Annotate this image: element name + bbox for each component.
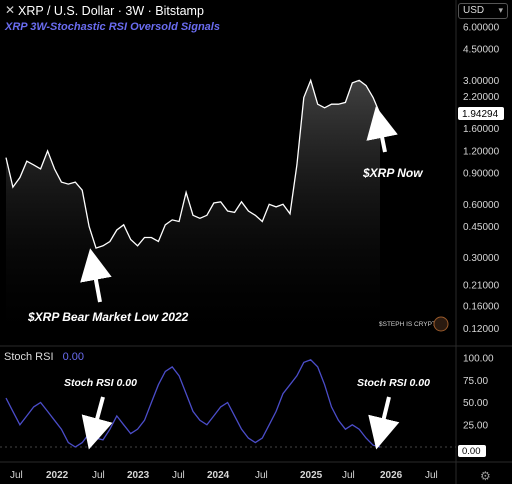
time-tick-label: 2026: [380, 470, 403, 481]
now-annotation: $XRP Now: [362, 166, 423, 180]
stoch-rsi-tick-label: 100.00: [463, 354, 494, 365]
stoch-left-arrow: [81, 396, 113, 450]
price-tick-label: 6.00000: [463, 22, 500, 33]
watermark-logo: [433, 316, 449, 332]
time-tick-label: 2025: [300, 470, 323, 481]
chart-subtitle: XRP 3W-Stochastic RSI Oversold Signals: [5, 21, 220, 33]
price-tick-label: 0.60000: [463, 200, 500, 211]
time-tick-label: Jul: [425, 470, 438, 481]
price-tick-label: 0.21000: [463, 281, 500, 292]
stoch-rsi-tick-label: 25.00: [463, 420, 488, 431]
price-tick-label: 0.30000: [463, 253, 500, 264]
time-tick-label: 2023: [127, 470, 150, 481]
stoch-rsi-legend-label: Stoch RSI: [4, 351, 54, 363]
now-arrow: [366, 106, 398, 153]
time-tick-label: 2024: [207, 470, 230, 481]
watermark-text: $STEPH IS CRYPTO: [379, 321, 441, 328]
time-tick-label: Jul: [172, 470, 185, 481]
symbol-title: XRP / U.S. Dollar · 3W · Bitstamp: [18, 4, 204, 18]
price-tick-label: 1.20000: [463, 146, 500, 157]
stoch-left-annotation: Stoch RSI 0.00: [64, 377, 137, 389]
time-tick-label: Jul: [92, 470, 105, 481]
currency-select[interactable]: USD ▾: [458, 3, 508, 19]
price-tick-label: 0.12000: [463, 324, 500, 335]
chevron-down-icon: ▾: [498, 5, 503, 15]
stoch-rsi-axis: 100.00 75.00 50.00 25.00: [463, 354, 494, 432]
current-price-badge: [458, 107, 504, 120]
stoch-rsi-tick-label: 50.00: [463, 398, 488, 409]
stoch-right-annotation: Stoch RSI 0.00: [357, 377, 430, 389]
price-tick-label: 0.16000: [463, 302, 500, 313]
current-price-label: 1.94294: [462, 109, 499, 120]
time-tick-label: Jul: [255, 470, 268, 481]
currency-label: USD: [463, 5, 485, 16]
time-tick-label: Jul: [342, 470, 355, 481]
stoch-rsi-tick-label: 75.00: [463, 376, 488, 387]
time-tick-label: 2022: [46, 470, 69, 481]
price-tick-label: 1.60000: [463, 124, 500, 135]
stoch-rsi-legend-value: 0.00: [62, 351, 85, 363]
price-line: [5, 78, 381, 249]
current-rsi-label: 0.00: [462, 446, 481, 457]
stoch-rsi-line: [5, 359, 381, 448]
bear-low-annotation: $XRP Bear Market Low 2022: [27, 310, 189, 324]
time-axis: Jul 2022 Jul 2023 Jul 2024 Jul 2025 Jul 2026 Jul: [10, 470, 438, 481]
stoch-right-arrow: [368, 396, 400, 450]
close-icon[interactable]: ✕: [5, 3, 16, 17]
price-axis: 6.00000 4.50000 3.00000 2.20000 1.60000 1.200…: [463, 22, 500, 334]
price-tick-label: 2.20000: [463, 92, 500, 103]
price-tick-label: 0.90000: [463, 169, 500, 180]
price-tick-label: 4.50000: [463, 45, 500, 56]
time-tick-label: Jul: [10, 470, 23, 481]
stoch-rsi-legend[interactable]: Stoch RSI 0.00: [4, 351, 84, 363]
gear-icon[interactable]: ⚙: [480, 469, 491, 483]
current-rsi-badge: [458, 445, 486, 457]
price-tick-label: 3.00000: [463, 76, 500, 87]
price-tick-label: 0.45000: [463, 222, 500, 233]
bear-low-arrow: [80, 248, 112, 303]
